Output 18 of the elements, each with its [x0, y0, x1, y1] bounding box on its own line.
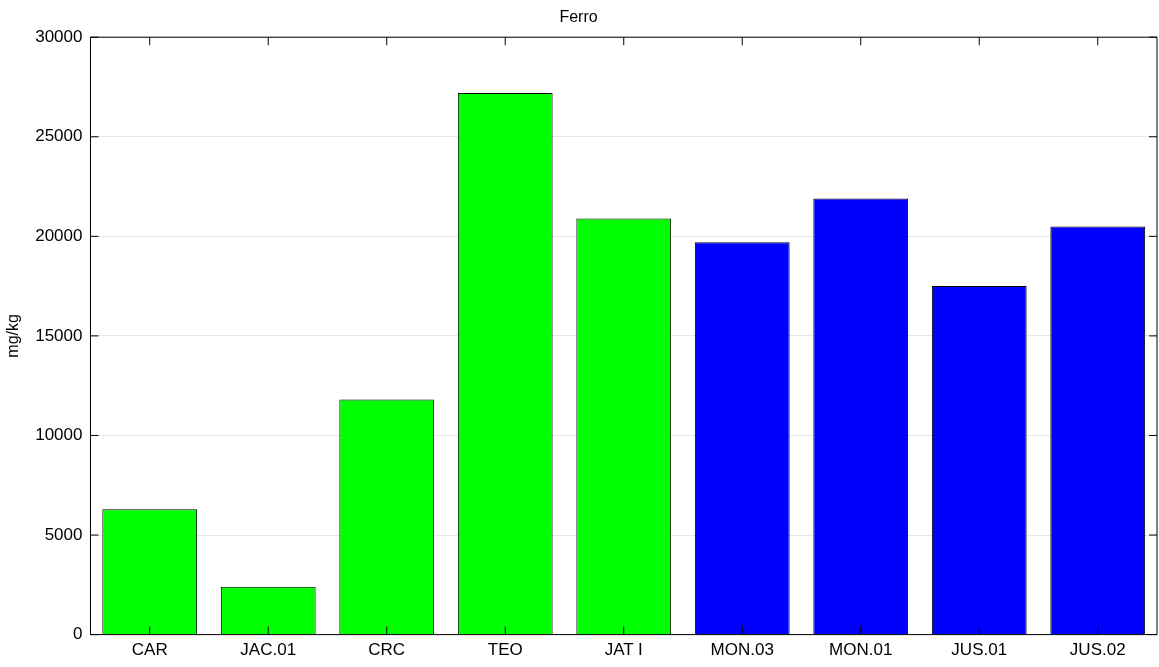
- y-axis-title: mg/kg: [4, 314, 22, 358]
- y-tick-label: 20000: [35, 226, 83, 246]
- y-tick-label: 0: [73, 624, 83, 644]
- y-tick-label: 30000: [35, 26, 83, 46]
- y-tick-label: 5000: [44, 524, 83, 544]
- x-tick-label: TEO: [487, 640, 523, 660]
- x-tick-label: JAT I: [604, 640, 643, 660]
- y-tick-label: 10000: [35, 425, 83, 445]
- y-tick-label: 15000: [35, 325, 83, 345]
- x-tick-label: JUS.02: [1069, 640, 1126, 660]
- x-tick-label: CRC: [368, 640, 406, 660]
- y-tick-label: 25000: [35, 126, 83, 146]
- x-tick-label: JAC.01: [240, 640, 297, 660]
- chart-title: Ferro: [559, 8, 598, 26]
- x-tick-label: CAR: [131, 640, 168, 660]
- x-tick-label: MON.01: [829, 640, 893, 660]
- x-tick-label: MON.03: [710, 640, 774, 660]
- x-tick-label: JUS.01: [951, 640, 1008, 660]
